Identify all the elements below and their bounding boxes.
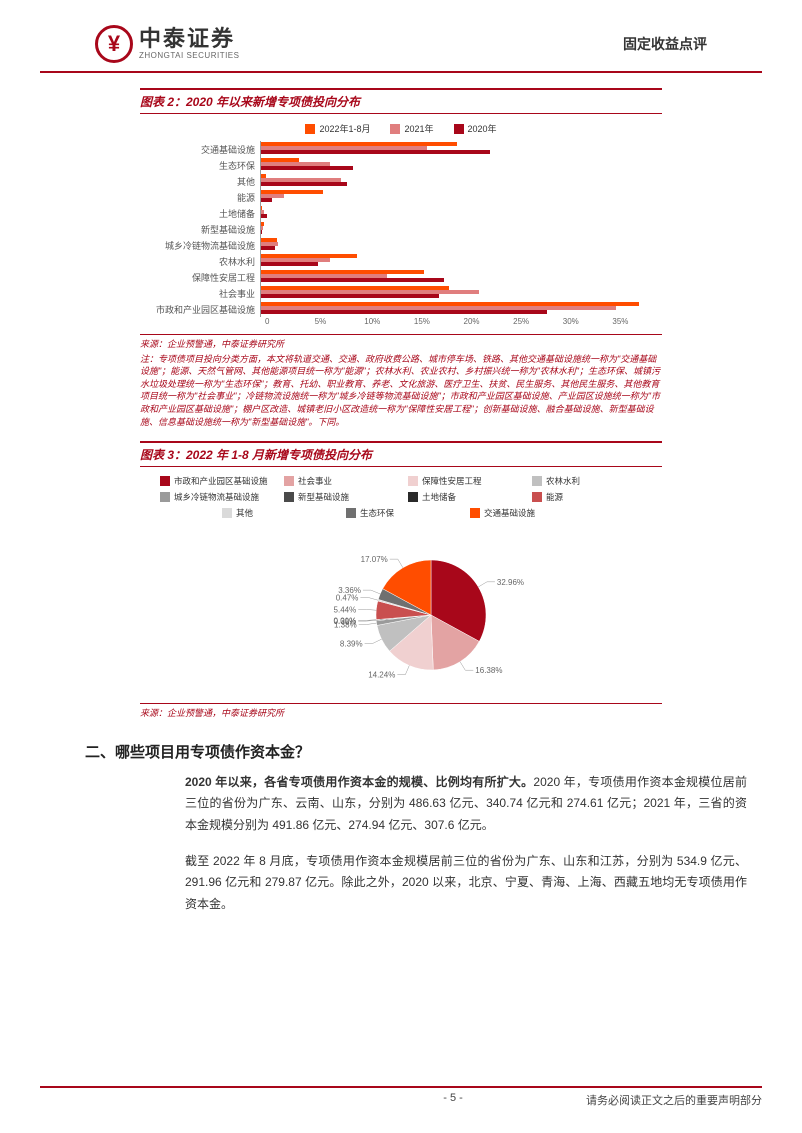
- chart-3-title: 图表 3：2022 年 1-8 月新增专项债投向分布: [140, 441, 662, 467]
- chart-3: 图表 3：2022 年 1-8 月新增专项债投向分布 市政和产业园区基础设施 社会…: [140, 441, 662, 723]
- section-2-title: 二、哪些项目用专项债作资本金？: [85, 741, 747, 762]
- chart-2-title: 图表 2：2020 年以来新增专项债投向分布: [140, 88, 662, 114]
- pie-label: 14.24%: [368, 671, 395, 680]
- legend-item: 能源: [532, 491, 642, 503]
- bar-row: 新型基础设施: [140, 221, 662, 237]
- logo-block: ¥ 中泰证券 ZHONGTAI SECURITIES: [95, 25, 239, 63]
- chart-2-xaxis: 05%10%15%20%25%30%35%: [265, 317, 662, 326]
- legend-item: 社会事业: [284, 475, 394, 487]
- chart-3-legend: 市政和产业园区基础设施 社会事业 保障性安居工程 农林水利城乡冷链物流基础设施 新型基础…: [140, 475, 662, 519]
- bar-row: 农林水利: [140, 253, 662, 269]
- footer-disclaimer: 请务必阅读正文之后的重要声明部分: [586, 1092, 762, 1108]
- chart-2-bars: 交通基础设施 生态环保 其他 能源: [140, 141, 662, 317]
- para-1-bold: 2020 年以来，各省专项债用作资本金的规模、比例均有所扩大。: [185, 775, 533, 789]
- pie-label: 5.44%: [334, 606, 357, 615]
- legend-item: 2020年: [454, 122, 497, 135]
- legend-item: 保障性安居工程: [408, 475, 518, 487]
- legend-item: 城乡冷链物流基础设施: [160, 491, 270, 503]
- doc-type-label: 固定收益点评: [623, 34, 707, 54]
- pie-label: 8.39%: [340, 640, 363, 649]
- chart-3-pie-wrap: 32.96%16.38%14.24%8.39%1.38%0.30%0.01%5.…: [140, 525, 662, 695]
- bar-row: 其他: [140, 173, 662, 189]
- legend-item: 市政和产业园区基础设施: [160, 475, 270, 487]
- page-footer: - 5 - 请务必阅读正文之后的重要声明部分: [40, 1086, 762, 1108]
- bar-row: 土地储备: [140, 205, 662, 221]
- legend-item: 2022年1-8月: [305, 122, 370, 135]
- chart-3-source: 来源：企业预警通，中泰证券研究所: [140, 703, 662, 723]
- chart-2-source-line: 来源：企业预警通，中泰证券研究所: [140, 338, 662, 351]
- bar-row: 保障性安居工程: [140, 269, 662, 285]
- legend-item: 2021年: [390, 122, 433, 135]
- pie-label: 16.38%: [475, 666, 502, 675]
- legend-item: 土地储备: [408, 491, 518, 503]
- pie-label: 32.96%: [497, 578, 524, 587]
- logo-icon: ¥: [95, 25, 133, 63]
- chart-2-source: 来源：企业预警通，中泰证券研究所 注：专项债项目投向分类方面，本文将轨道交通、交…: [140, 334, 662, 431]
- bar-row: 交通基础设施: [140, 141, 662, 157]
- chart-2-note: 注：专项债项目投向分类方面，本文将轨道交通、交通、政府收费公路、城市停车场、铁路…: [140, 353, 662, 429]
- bar-row: 生态环保: [140, 157, 662, 173]
- pie-label: 3.36%: [338, 586, 361, 595]
- chart-2: 图表 2：2020 年以来新增专项债投向分布 2022年1-8月2021年202…: [140, 88, 662, 431]
- pie-label: 17.07%: [361, 555, 388, 564]
- page-header: ¥ 中泰证券 ZHONGTAI SECURITIES 固定收益点评: [40, 0, 762, 73]
- legend-item: 交通基础设施: [470, 507, 580, 519]
- legend-item: 新型基础设施: [284, 491, 394, 503]
- chart-2-legend: 2022年1-8月 2021年 2020年: [140, 122, 662, 135]
- section-2-para-2: 截至 2022 年 8 月底，专项债用作资本金规模居前三位的省份为广东、山东和江…: [185, 851, 747, 916]
- bar-row: 城乡冷链物流基础设施: [140, 237, 662, 253]
- legend-item: 农林水利: [532, 475, 642, 487]
- logo-text-en: ZHONGTAI SECURITIES: [139, 52, 239, 60]
- pie-label: 0.01%: [334, 617, 357, 626]
- bar-row: 社会事业: [140, 285, 662, 301]
- chart-3-pie: 32.96%16.38%14.24%8.39%1.38%0.30%0.01%5.…: [271, 525, 531, 695]
- legend-item: 其他: [222, 507, 332, 519]
- legend-item: 生态环保: [346, 507, 456, 519]
- bar-row: 能源: [140, 189, 662, 205]
- section-2-para-1: 2020 年以来，各省专项债用作资本金的规模、比例均有所扩大。2020 年，专项…: [185, 772, 747, 837]
- page-number: - 5 -: [443, 1092, 463, 1108]
- bar-row: 市政和产业园区基础设施: [140, 301, 662, 317]
- logo-text-cn: 中泰证券: [139, 28, 239, 50]
